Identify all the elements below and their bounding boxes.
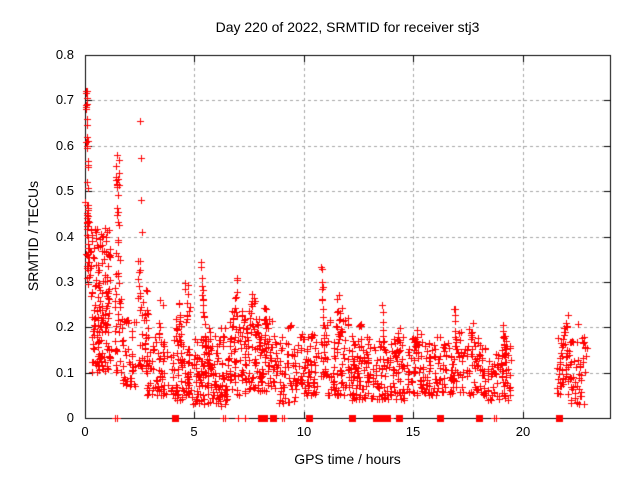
x-tick-label: 15 (405, 424, 421, 439)
y-tick-label: 0.1 (55, 365, 74, 380)
y-tick-label: 0.2 (55, 319, 74, 334)
y-tick-label: 0.3 (55, 274, 74, 289)
x-tick-label: 10 (296, 424, 312, 439)
x-axis-label: GPS time / hours (294, 451, 401, 467)
x-tick-label: 0 (81, 424, 89, 439)
y-tick-label: 0.7 (55, 92, 74, 107)
y-tick-label: 0.6 (55, 138, 74, 153)
x-tick-label: 5 (190, 424, 198, 439)
x-tick-label: 20 (515, 424, 531, 439)
y-tick-label: 0.8 (55, 47, 74, 62)
chart-title: Day 220 of 2022, SRMTID for receiver stj… (215, 19, 480, 35)
y-tick-label: 0.4 (55, 229, 74, 244)
y-tick-label: 0 (66, 410, 74, 425)
y-tick-label: 0.5 (55, 183, 74, 198)
